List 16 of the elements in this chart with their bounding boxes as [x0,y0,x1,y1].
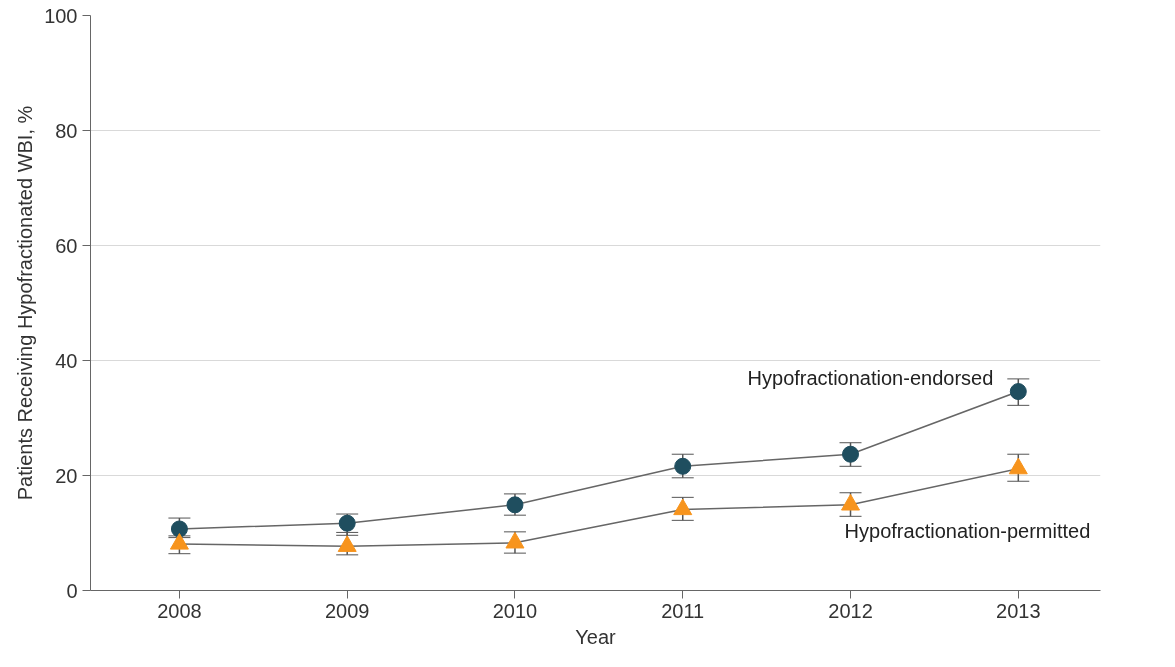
x-axis-title: Year [575,625,617,648]
series-label: Hypofractionation-permitted [844,519,1091,542]
y-axis-title: Patients Receiving Hypofractionated WBI, % [14,105,37,501]
y-tick-label: 100 [44,4,78,27]
y-tick-label: 60 [55,234,78,257]
x-tick-label: 2012 [828,599,873,622]
series-label: Hypofractionation-endorsed [747,366,994,389]
y-tick-label: 0 [66,579,78,602]
x-tick-label: 2010 [492,599,538,622]
y-tick-label: 20 [55,464,78,487]
x-tick-label: 2008 [157,599,202,622]
y-tick-label: 40 [55,349,78,372]
x-tick-label: 2013 [996,599,1041,622]
x-tick-label: 2009 [324,599,370,622]
x-tick-label: 2011 [661,599,705,622]
y-tick-label: 80 [55,119,78,142]
